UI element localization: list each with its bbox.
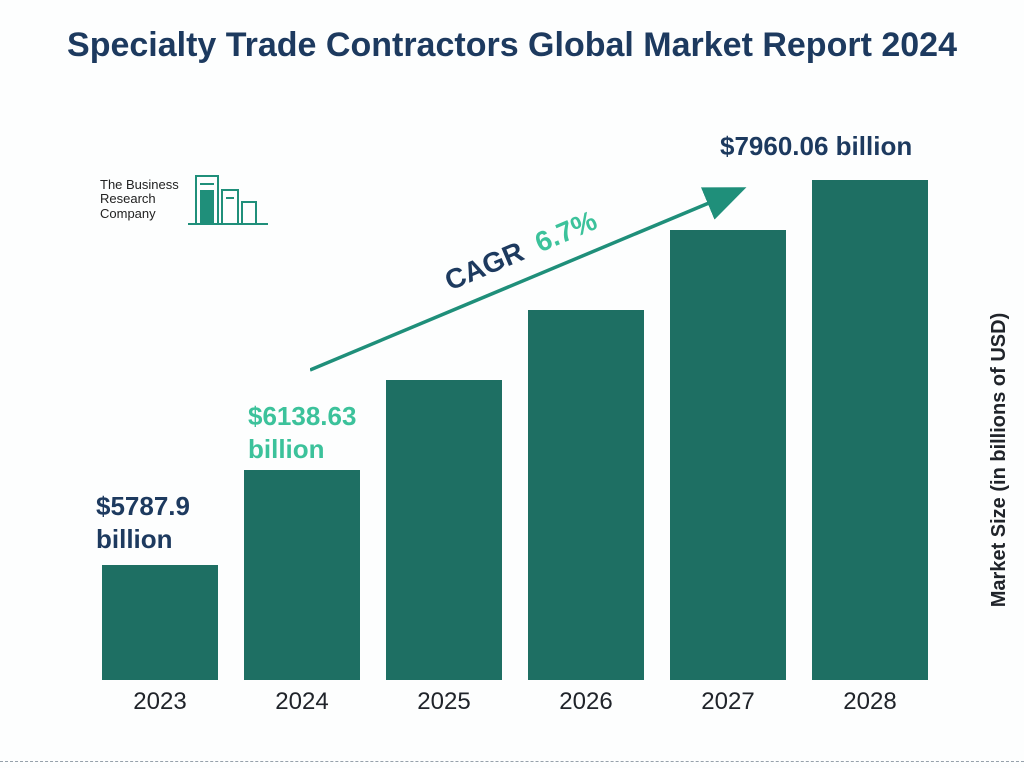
trend-arrow-icon [310,180,750,380]
y-axis-label-text: Market Size (in billions of USD) [988,313,1011,607]
callout-2023-unit: billion [96,523,190,556]
bar [386,380,502,680]
footer-divider [0,761,1024,762]
x-tick-label: 2025 [374,688,514,716]
callout-2024-value: $6138.63 [248,400,356,433]
x-tick-label: 2028 [800,688,940,716]
x-tick-label: 2024 [232,688,372,716]
callout-2028: $7960.06 billion [720,130,912,163]
callout-2024-unit: billion [248,433,356,466]
callout-2024: $6138.63 billion [248,400,356,465]
bar-slot [232,470,372,680]
y-axis-label: Market Size (in billions of USD) [990,250,1018,670]
bar-slot [800,180,940,680]
bar-slot [374,380,514,680]
x-tick-label: 2027 [658,688,798,716]
bar [812,180,928,680]
bar [102,565,218,680]
x-tick-label: 2023 [90,688,230,716]
callout-2028-value: $7960.06 billion [720,130,912,163]
chart-canvas: Specialty Trade Contractors Global Marke… [0,0,1024,768]
bar-slot [90,565,230,680]
callout-2023-value: $5787.9 [96,490,190,523]
x-tick-label: 2026 [516,688,656,716]
callout-2023: $5787.9 billion [96,490,190,555]
bar [244,470,360,680]
chart-title: Specialty Trade Contractors Global Marke… [0,24,1024,67]
cagr-annotation: CAGR 6.7% [310,180,750,380]
